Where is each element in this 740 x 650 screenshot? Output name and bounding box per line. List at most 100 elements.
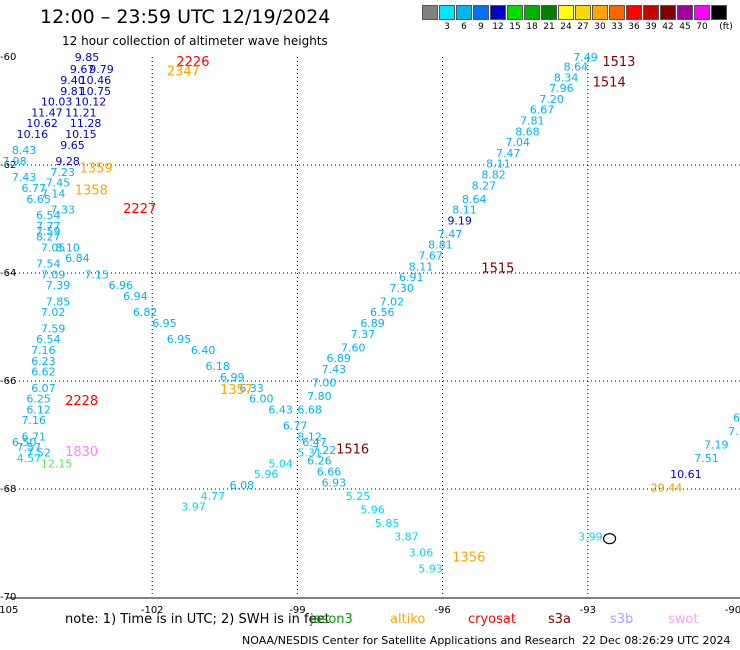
scale-swatch (609, 5, 625, 20)
scale-label: 33 (611, 22, 623, 32)
wave-height-value: 6.07 (31, 382, 56, 395)
wave-height-value: 7.30 (389, 282, 414, 295)
wave-height-value: 12.15 (41, 457, 73, 470)
longitude-tick-label: -93 (580, 605, 596, 616)
wave-height-value: 8.81 (428, 239, 453, 252)
scale-swatch (456, 5, 472, 20)
scale-swatch (541, 5, 557, 20)
scale-swatch (524, 5, 540, 20)
wave-height-value: 10.62 (26, 117, 58, 130)
pass-time-label: 2228 (65, 394, 98, 409)
scale-label: 36 (628, 22, 640, 32)
wave-height-value: 7.57 (17, 441, 42, 454)
scale-label: 45 (679, 22, 691, 32)
longitude-tick-label: -102 (141, 605, 164, 616)
scale-swatch (592, 5, 608, 20)
wave-height-value: 6.54 (36, 209, 61, 222)
pass-time-label: 1357 (220, 383, 253, 398)
wave-height-value: 7.51 (694, 452, 719, 465)
wave-height-value: 6.56 (370, 306, 395, 319)
wave-height-value: 8.10 (55, 241, 80, 254)
wave-height-value: 9.28 (55, 155, 80, 168)
wave-height-value: 8.82 (481, 169, 506, 182)
scale-unit: (ft) (719, 22, 733, 32)
scale-swatch (473, 5, 489, 20)
satellite-legend-item: jason3 (310, 612, 353, 627)
wave-height-value: 6.62 (31, 366, 56, 379)
wave-height-value: 7.43 (322, 363, 347, 376)
wave-height-value: 7.54 (36, 258, 61, 271)
wave-height-value: 6.91 (399, 271, 424, 284)
wave-height-value: 6.93 (322, 476, 347, 489)
satellite-legend-item: altiko (390, 612, 426, 627)
wave-height-value: 7.52 (26, 447, 51, 460)
wave-height-value: 7.23 (51, 166, 75, 179)
wave-height-value: 3.87 (394, 530, 419, 543)
wave-height-value: 7.02 (380, 295, 405, 308)
scale-swatch (558, 5, 574, 20)
pass-time-label: 1359 (80, 162, 113, 177)
wave-height-value: 6.95 (152, 317, 177, 330)
scale-label: 39 (645, 22, 657, 32)
pass-time-label: 1830 (65, 445, 98, 460)
pass-time-label: 1516 (336, 443, 369, 458)
wave-height-value: 7.16 (31, 344, 56, 357)
scale-swatch (626, 5, 642, 20)
wave-height-value: 4.77 (201, 490, 226, 503)
wave-height-value: 7.67 (418, 250, 443, 263)
wave-height-value: 5.25 (346, 490, 371, 503)
wave-height-value: 8.43 (12, 144, 37, 157)
wave-height-value: 10.61 (670, 468, 702, 481)
wave-height-value: 7.20 (539, 93, 564, 106)
satellite-legend-item: s3b (610, 612, 634, 627)
wave-height-value: 6.71 (22, 430, 47, 443)
scale-swatch (490, 5, 506, 20)
wave-height-value: 6.54 (36, 333, 61, 346)
wave-height-value: 9.81 (60, 85, 85, 98)
wave-height-value: 7.47 (496, 147, 520, 160)
scale-label: 18 (526, 22, 538, 32)
wave-height-value: 6.68 (297, 403, 322, 416)
wave-height-value: 6.43 (268, 403, 293, 416)
wave-height-value: 6.89 (360, 317, 385, 330)
wave-height-value: 5.85 (375, 517, 400, 530)
pass-time-label: 2347 (167, 65, 200, 80)
wave-height-value: 6.84 (65, 252, 90, 265)
satellite-legend-item: cryosat (468, 612, 516, 627)
pass-time-label: 1358 (75, 183, 108, 198)
wave-height-value: 7.16 (22, 414, 47, 427)
wave-height-value: 7.45 (46, 177, 71, 190)
wave-height-value: 9.40 (60, 74, 85, 87)
wave-height-value: 10.12 (75, 96, 107, 109)
latitude-tick-label: -68 (0, 484, 16, 495)
wave-height-value: 7.09 (41, 268, 66, 281)
page-subtitle: 12 hour collection of altimeter wave hei… (62, 34, 328, 48)
wave-height-value: 6.65 (26, 193, 51, 206)
wave-height-value: 7.96 (549, 82, 574, 95)
wave-height-value: 6.47 (302, 436, 327, 449)
wave-height-value: 10.03 (41, 96, 73, 109)
wave-height-value: 4.57 (17, 452, 42, 465)
wave-height-value: 7.43 (12, 171, 37, 184)
wave-height-value: 7.02 (41, 306, 66, 319)
wave-height-value: 7.39 (46, 279, 71, 292)
wave-height-value: 8.11 (409, 260, 434, 273)
wave-height-value: 8.34 (554, 71, 579, 84)
wave-height-value: 8.64 (462, 193, 487, 206)
wave-height-value: 6.23 (31, 355, 56, 368)
wave-height-value: 10.46 (80, 74, 112, 87)
wave-height-value: 7.33 (51, 204, 75, 217)
wave-height-value: 11.21 (65, 106, 97, 119)
wave-height-value: 7.00 (312, 376, 337, 389)
latitude-tick-label: -66 (0, 376, 16, 387)
latitude-tick-label: -62 (0, 160, 16, 171)
wave-height-value: 6.77 (283, 420, 308, 433)
wave-height-value: 10.75 (80, 85, 112, 98)
generated-timestamp: 22 Dec 08:26:29 UTC 2024 (582, 634, 731, 647)
scale-label: 42 (662, 22, 674, 32)
wave-height-value: 7.59 (41, 322, 66, 335)
wave-height-value: 5.96 (360, 503, 385, 516)
wave-height-value: 9.85 (75, 51, 100, 64)
wave-height-value: 8.68 (515, 125, 540, 138)
